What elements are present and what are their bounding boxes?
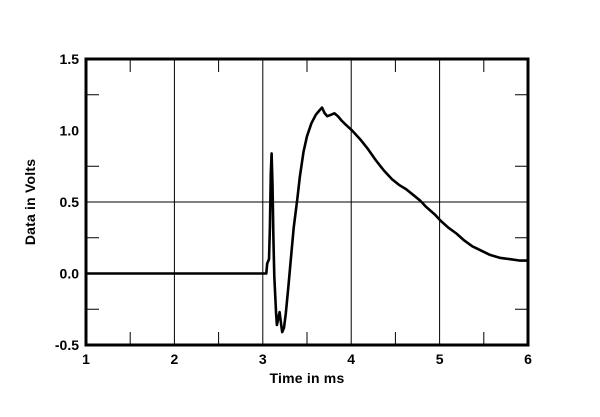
x-tick-label: 4 — [347, 351, 355, 367]
x-tick-label: 3 — [259, 351, 267, 367]
y-axis-title: Data in Volts — [22, 158, 39, 246]
y-tick-label: 0.5 — [60, 194, 80, 210]
y-tick-label: 1.5 — [60, 51, 80, 67]
y-axis-title-wrap: Data in Volts — [8, 59, 52, 345]
plot-frame — [84, 57, 530, 347]
signal-trace — [84, 106, 530, 334]
x-tick-label: 6 — [524, 351, 532, 367]
y-tick-label: 1.0 — [60, 123, 80, 139]
y-tick-label: 0.0 — [60, 266, 80, 282]
x-axis-title: Time in ms — [269, 370, 345, 386]
x-tick-label: 2 — [171, 351, 179, 367]
x-tick-label: 5 — [436, 351, 444, 367]
y-tick-label: -0.5 — [55, 337, 79, 353]
x-tick-label: 1 — [82, 351, 90, 367]
